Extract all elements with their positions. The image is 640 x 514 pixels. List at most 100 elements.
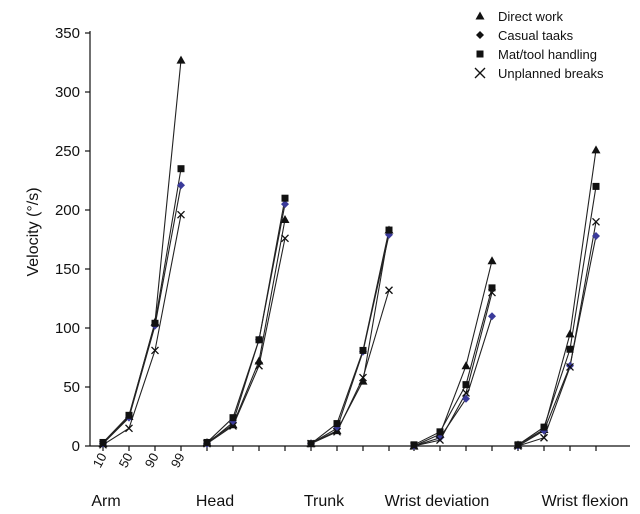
series-line	[206, 203, 286, 445]
data-point	[566, 345, 574, 353]
data-point	[203, 439, 211, 448]
y-tick-label: 200	[55, 202, 80, 219]
data-point	[385, 286, 393, 295]
data-point	[540, 433, 548, 442]
series-line	[413, 316, 493, 447]
y-tick-label: 150	[55, 261, 80, 278]
category-label: Trunk	[304, 493, 345, 510]
series-line	[206, 238, 286, 445]
data-point	[229, 414, 237, 422]
data-point	[462, 388, 470, 397]
legend: Direct work Casual taaks Mat/tool handling…	[474, 9, 604, 81]
data-point	[462, 394, 470, 403]
data-point	[125, 424, 133, 433]
data-point	[359, 346, 367, 354]
y-axis-label: Velocity (°/s)	[25, 187, 42, 276]
data-point	[177, 210, 185, 219]
data-point	[359, 373, 367, 382]
data-point	[385, 226, 393, 234]
data-point	[99, 440, 107, 449]
category-label: Wrist flexion	[542, 493, 629, 510]
series-line	[413, 292, 493, 447]
legend-marker	[475, 11, 485, 20]
data-point	[540, 423, 548, 431]
data-point	[592, 231, 600, 240]
series-line	[517, 186, 597, 446]
y-tick-label: 100	[55, 320, 80, 337]
percentile-label: 10	[90, 450, 110, 470]
percentile-label: 90	[142, 450, 162, 470]
legend-label: Direct work	[498, 9, 564, 24]
data-point	[333, 427, 341, 436]
data-point	[203, 438, 211, 446]
data-point	[254, 356, 264, 365]
y-tick-label: 300	[55, 84, 80, 101]
y-tick-label: 0	[72, 438, 80, 455]
legend-label: Mat/tool handling	[498, 47, 597, 62]
data-point	[255, 361, 263, 370]
data-point	[566, 362, 574, 371]
percentile-label: 50	[116, 450, 136, 470]
data-point	[410, 442, 418, 450]
data-point	[255, 336, 263, 344]
legend-marker	[474, 67, 486, 79]
data-point	[177, 181, 185, 190]
series-line	[102, 168, 182, 443]
legend-label: Unplanned breaks	[498, 66, 604, 81]
data-point	[307, 439, 315, 448]
data-point	[151, 346, 159, 355]
y-tick-label: 250	[55, 143, 80, 160]
data-point	[436, 436, 444, 445]
series-lines	[102, 60, 597, 447]
series-line	[310, 234, 390, 445]
data-point	[333, 420, 341, 428]
series-line	[310, 229, 390, 445]
data-point	[281, 194, 289, 202]
data-point	[488, 312, 496, 321]
data-point	[151, 319, 159, 327]
data-point	[514, 442, 522, 450]
series-line	[413, 260, 493, 447]
data-point	[177, 165, 185, 173]
category-label: Wrist deviation	[385, 493, 490, 510]
data-point	[591, 145, 601, 154]
series-line	[102, 60, 182, 445]
series-line	[206, 219, 286, 443]
series-line	[517, 149, 597, 446]
percentile-label: 99	[168, 450, 188, 470]
category-label: Head	[196, 493, 234, 510]
series-line	[517, 235, 597, 447]
series-line	[413, 287, 493, 446]
data-point	[461, 361, 471, 370]
series-line	[310, 290, 390, 445]
data-point	[125, 411, 133, 419]
series-line	[102, 185, 182, 445]
data-point	[592, 217, 600, 226]
legend-marker	[476, 50, 484, 58]
data-point	[229, 421, 237, 430]
data-point	[99, 438, 107, 446]
data-point	[281, 234, 289, 243]
y-tick-label: 350	[55, 25, 80, 42]
series-markers	[98, 55, 601, 450]
y-tick-label: 50	[63, 379, 80, 396]
data-point	[176, 55, 186, 64]
data-point	[487, 256, 497, 265]
series-line	[206, 198, 286, 443]
data-point	[410, 441, 418, 449]
legend-label: Casual taaks	[498, 28, 574, 43]
series-line	[102, 214, 182, 446]
data-point	[565, 329, 575, 338]
data-point	[358, 376, 368, 385]
data-point	[592, 182, 600, 190]
axes: 0 50 100 150 200 250 300 350 10 50 90 99 Arm Head Trun…	[55, 25, 630, 510]
series-line	[517, 221, 597, 447]
data-point	[566, 361, 574, 370]
data-point	[280, 214, 290, 223]
data-point	[488, 288, 496, 297]
data-point	[281, 200, 289, 209]
category-label: Arm	[91, 493, 120, 510]
data-point	[488, 284, 496, 292]
data-point	[436, 428, 444, 436]
